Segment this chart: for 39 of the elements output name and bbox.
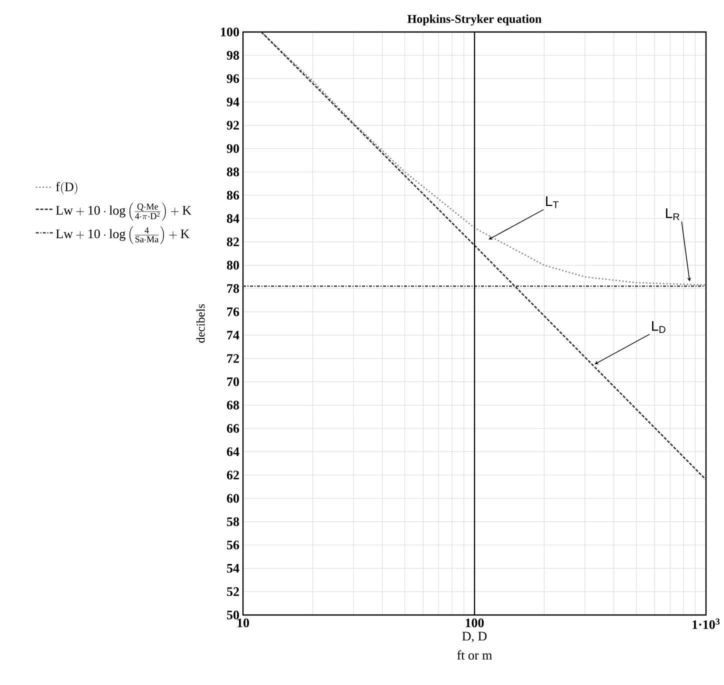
y-tick-label: 70 xyxy=(227,377,239,386)
y-tick-label: 76 xyxy=(227,307,240,316)
y-tick-label: 58 xyxy=(226,517,240,526)
y-tick-label: 64 xyxy=(226,447,240,456)
annotation: L$_{D}$ xyxy=(652,321,666,333)
y-tick-label: 94 xyxy=(226,98,240,106)
y-tick-label: 66 xyxy=(226,424,240,433)
legend-label: $\mathrm{f(D)}$ xyxy=(56,182,78,194)
y-tick-label: 98 xyxy=(226,50,240,60)
y-tick-label: 86 xyxy=(226,190,240,200)
y-tick-label: 90 xyxy=(226,144,239,153)
x-axis-title: D, D xyxy=(462,632,487,642)
chart-title: Hopkins-Stryker equation xyxy=(408,14,542,26)
y-tick-label: 50 xyxy=(226,610,239,620)
annotation: L$_{R}$ xyxy=(666,208,680,220)
y-tick-label: 88 xyxy=(226,168,240,176)
annotation: L$_{T}$ xyxy=(546,196,558,208)
y-tick-label: 82 xyxy=(226,237,239,246)
y-tick-label: 84 xyxy=(226,214,240,223)
legend-label: $\mathrm{Lw+10\cdot log\left(\frac{4}{Sa\cdot Ma}\right)+K}$ xyxy=(56,226,190,244)
x-tick-label: 100 xyxy=(466,618,484,628)
y-tick-label: 52 xyxy=(226,587,239,596)
legend-label: $\mathrm{Lw+10\cdot log\left(\frac{Q\cdot Me}{4\cdot \pi\cdot D^{2}}\right)+K}$ xyxy=(56,202,192,221)
y-axis-title: decibels xyxy=(196,304,205,343)
y-tick-label: 80 xyxy=(226,260,239,270)
y-tick-label: 54 xyxy=(226,564,240,573)
x-tick-label: 10 xyxy=(238,618,250,628)
y-tick-label: 56 xyxy=(226,540,240,550)
y-tick-label: 62 xyxy=(226,470,239,480)
y-tick-label: 78 xyxy=(227,284,240,293)
y-tick-label: 74 xyxy=(227,330,240,340)
y-tick-label: 68 xyxy=(226,400,240,410)
y-tick-label: 100 xyxy=(221,28,239,36)
x-tick-label: 1·10$^{3}$ xyxy=(692,618,720,630)
y-tick-label: 92 xyxy=(226,120,239,130)
y-tick-label: 60 xyxy=(226,494,239,503)
y-tick-label: 96 xyxy=(226,74,240,83)
text: ft or m xyxy=(457,650,492,660)
y-tick-label: 72 xyxy=(227,354,239,363)
